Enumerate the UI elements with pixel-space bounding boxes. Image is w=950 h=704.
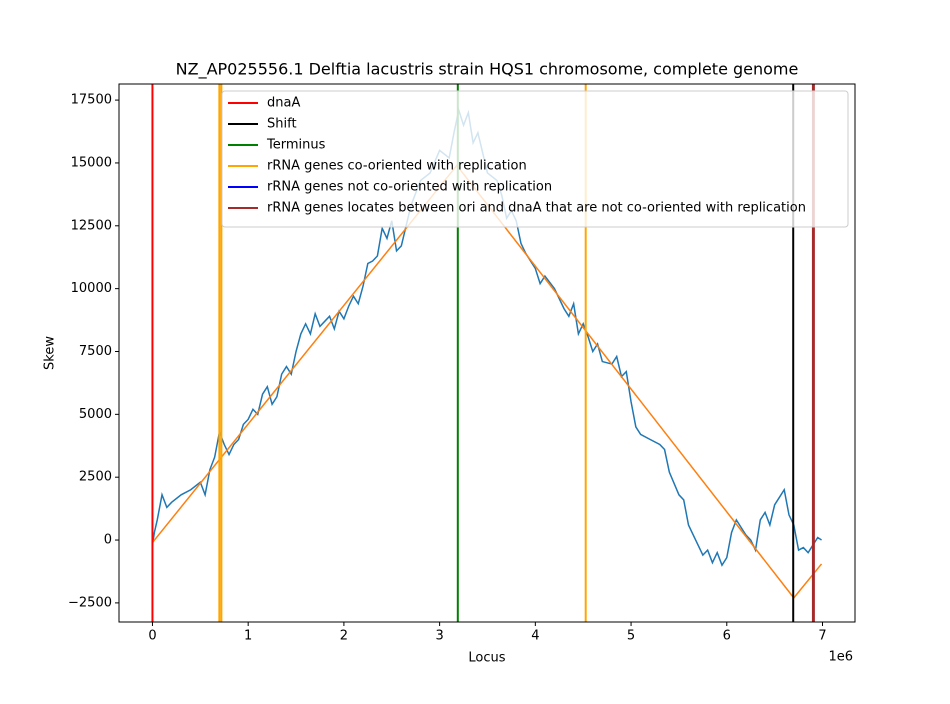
legend-label: rRNA genes co-oriented with replication	[267, 159, 527, 174]
legend-label: Shift	[267, 117, 297, 132]
y-axis-label: Skew	[43, 336, 58, 370]
legend-box	[221, 90, 849, 228]
x-tick-label: 4	[531, 629, 539, 644]
y-tick-label: −2500	[68, 595, 112, 610]
legend-label: dnaA	[267, 96, 300, 111]
x-tick-label: 3	[435, 629, 443, 644]
y-tick-label: 15000	[71, 155, 112, 170]
plot-frame	[118, 83, 856, 623]
y-tick-label: 7500	[79, 344, 112, 359]
x-tick-label: 1	[244, 629, 252, 644]
x-tick-label: 5	[627, 629, 635, 644]
x-tick-label: 2	[340, 629, 348, 644]
y-tick-label: 10000	[71, 281, 112, 296]
y-tick-label: 2500	[79, 470, 112, 485]
chart-title: NZ_AP025556.1 Delftia lacustris strain H…	[176, 60, 799, 80]
x-tick-label: 7	[818, 629, 826, 644]
series-line	[151, 164, 823, 600]
legend-label: Terminus	[266, 138, 326, 153]
y-tick-label: 17500	[71, 93, 112, 108]
x-offset-label: 1e6	[828, 650, 853, 665]
y-tick-label: 12500	[71, 218, 112, 233]
x-axis-label: Locus	[468, 651, 505, 666]
legend-label: rRNA genes locates between ori and dnaA …	[267, 201, 806, 216]
legend-label: rRNA genes not co-oriented with replicat…	[267, 180, 552, 195]
x-tick-label: 6	[723, 629, 731, 644]
y-tick-label: 0	[104, 533, 112, 548]
x-tick-label: 0	[148, 629, 156, 644]
y-tick-label: 5000	[79, 407, 112, 422]
